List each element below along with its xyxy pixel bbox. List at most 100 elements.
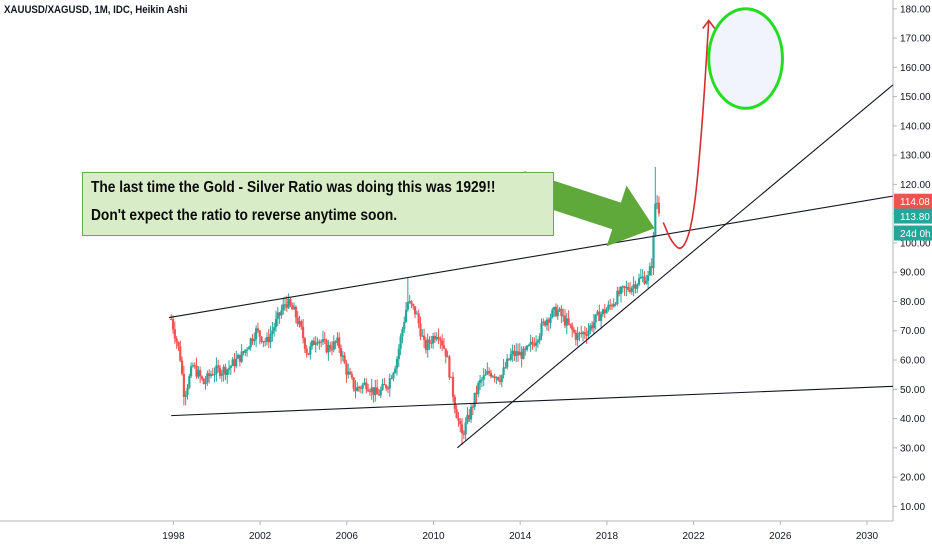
- candle-body: [534, 342, 538, 346]
- candle-body: [273, 327, 276, 331]
- candle-body: [359, 387, 362, 389]
- candle-body: [334, 341, 337, 343]
- candle-body: [265, 336, 269, 342]
- candle-body: [610, 305, 614, 307]
- candle-body: [439, 338, 442, 341]
- candle-body: [348, 371, 352, 375]
- candle-body: [381, 384, 384, 390]
- candle-body: [538, 335, 541, 341]
- candle-body: [619, 286, 623, 294]
- candle-body: [276, 312, 279, 319]
- candle-body: [435, 337, 438, 340]
- candle-body: [406, 302, 409, 310]
- candle-body: [462, 433, 465, 435]
- candle-body: [621, 286, 624, 288]
- candle-body: [264, 341, 267, 343]
- candle-body: [497, 377, 500, 380]
- candle-body: [367, 389, 370, 392]
- candle-body: [466, 415, 469, 423]
- y-tick-label: 150.00: [900, 92, 931, 103]
- candle-body: [294, 306, 297, 318]
- candle-body: [191, 365, 195, 367]
- candle-body: [468, 415, 471, 420]
- candle-body: [173, 329, 176, 339]
- candle-body: [509, 354, 512, 360]
- candle-body: [392, 372, 395, 379]
- candle-body: [390, 378, 393, 380]
- candle-body: [376, 387, 379, 395]
- candle-body: [448, 356, 451, 378]
- candle-body: [383, 384, 386, 386]
- y-tick-label: 70.00: [900, 326, 925, 337]
- candle-body: [636, 284, 639, 289]
- candle-body: [260, 336, 263, 342]
- candle-body: [365, 382, 368, 390]
- candle-body: [202, 378, 205, 385]
- candle-body: [500, 375, 503, 382]
- candle-body: [417, 313, 420, 324]
- candle-body: [311, 340, 314, 347]
- candle-body: [572, 329, 576, 333]
- candle-body: [394, 368, 397, 373]
- candle-body: [601, 309, 605, 315]
- candle-body: [516, 351, 520, 356]
- candle-body: [616, 290, 619, 305]
- candle-body: [379, 389, 382, 396]
- candles: [170, 166, 661, 445]
- candle-body: [515, 351, 518, 356]
- trendline-1: [168, 195, 894, 319]
- x-tick-label: 2022: [682, 531, 705, 542]
- candle-body: [507, 358, 511, 360]
- candle-body: [323, 339, 326, 341]
- candle-body: [245, 349, 249, 351]
- candle-body: [533, 343, 536, 346]
- candle-body: [289, 299, 292, 306]
- candle-body: [415, 313, 418, 315]
- candle-body: [179, 346, 182, 361]
- candle-body: [209, 374, 213, 377]
- candle-body: [459, 420, 462, 425]
- candle-body: [318, 341, 321, 344]
- candle-body: [374, 387, 377, 396]
- candle-body: [580, 332, 583, 335]
- candle-body: [208, 373, 211, 377]
- candle-body: [345, 363, 348, 375]
- candle-body: [650, 266, 653, 269]
- candle-body: [399, 336, 402, 349]
- x-tick-label: 2018: [596, 531, 619, 542]
- candle-body: [354, 388, 357, 392]
- candle-body: [473, 392, 476, 408]
- projection-arrowhead: [702, 19, 716, 29]
- candle-body: [218, 367, 222, 376]
- price-badge-label-3: 24d 0h: [900, 229, 931, 240]
- y-tick-label: 40.00: [900, 414, 925, 425]
- candle-body: [460, 424, 464, 434]
- candle-body: [238, 354, 241, 362]
- candle-body: [646, 275, 650, 281]
- y-tick-label: 170.00: [900, 34, 931, 45]
- y-tick-label: 50.00: [900, 385, 925, 396]
- candle-body: [471, 406, 474, 408]
- candle-body: [630, 287, 633, 292]
- candle-body: [377, 394, 381, 396]
- candle-body: [274, 318, 278, 328]
- candle-body: [188, 376, 191, 388]
- candle-body: [271, 330, 274, 334]
- price-badge-label-1: 114.08: [900, 197, 930, 208]
- candle-body: [576, 333, 579, 340]
- candle-body: [368, 391, 372, 393]
- candle-body: [609, 304, 612, 306]
- candle-body: [563, 315, 567, 326]
- price-badge-3: [894, 225, 932, 241]
- candle-body: [330, 349, 334, 351]
- annotation-line-1: The last time the Gold - Silver Ratio wa…: [91, 179, 496, 196]
- projection-curve: [662, 20, 710, 250]
- annotation-line-2: Don't expect the ratio to reverse anytim…: [91, 207, 398, 224]
- candle-body: [627, 287, 630, 290]
- candle-body: [170, 319, 173, 321]
- candle-body: [307, 353, 310, 355]
- candle-body: [493, 376, 496, 379]
- x-tick-label: 2010: [422, 531, 445, 542]
- candle-body: [184, 394, 187, 397]
